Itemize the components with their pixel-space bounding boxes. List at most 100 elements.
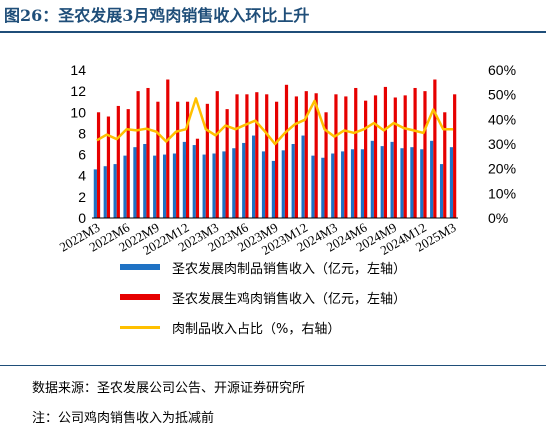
- bar-products: [341, 151, 345, 218]
- bar-products: [222, 151, 226, 218]
- bar-products: [301, 135, 305, 218]
- bars: [93, 79, 457, 219]
- bar-products: [123, 155, 127, 218]
- y-right-tick-label: 10%: [488, 185, 516, 201]
- y-left-tick-label: 12: [70, 83, 86, 99]
- bar-raw-chicken: [433, 79, 437, 218]
- y-left-tick-label: 14: [70, 62, 86, 78]
- bar-raw-chicken: [205, 103, 209, 218]
- combo-chart: 0 2 4 6 8 10 12 14 0% 10% 20% 30% 40% 50% 60% 2022M32…: [57, 62, 516, 258]
- y-right-tick-label: 40%: [488, 111, 516, 127]
- bar-raw-chicken: [334, 94, 338, 218]
- title-divider: [0, 31, 546, 33]
- bar-raw-chicken: [393, 97, 397, 218]
- bar-raw-chicken: [284, 84, 289, 218]
- bar-raw-chicken: [354, 87, 358, 218]
- bar-products: [291, 144, 295, 218]
- legend-swatch-products: [120, 264, 160, 270]
- bar-raw-chicken: [136, 91, 140, 218]
- bar-raw-chicken: [423, 91, 427, 218]
- bar-products: [212, 153, 216, 218]
- bar-raw-chicken: [294, 96, 298, 218]
- x-axis: 2022M32022M62022M92022M122023M32023M6202…: [57, 217, 459, 258]
- y-right-tick-label: 60%: [488, 62, 516, 78]
- bar-raw-chicken: [324, 112, 328, 218]
- bar-raw-chicken: [275, 101, 279, 218]
- bar-products: [242, 142, 246, 218]
- bar-products: [192, 145, 196, 218]
- right-axis-labels: 0% 10% 20% 30% 40% 50% 60%: [488, 62, 516, 226]
- bar-products: [143, 144, 147, 218]
- source-note: 数据来源：圣农发展公司公告、开源证券研究所: [32, 381, 306, 396]
- bar-products: [252, 135, 256, 218]
- figure-title: 图26：圣农发展3月鸡肉销售收入环比上升: [4, 6, 310, 25]
- bar-products: [360, 149, 365, 218]
- bar-raw-chicken: [403, 95, 407, 218]
- y-left-tick-label: 10: [70, 104, 86, 120]
- bar-products: [380, 146, 384, 218]
- bar-products: [439, 164, 444, 218]
- bar-raw-chicken: [156, 101, 160, 218]
- bar-products: [420, 149, 424, 218]
- bar-raw-chicken: [255, 92, 259, 218]
- bar-raw-chicken: [166, 79, 170, 218]
- bar-raw-chicken: [373, 95, 378, 218]
- y-left-tick-label: 6: [78, 147, 86, 163]
- bar-raw-chicken: [195, 138, 200, 218]
- bar-products: [400, 148, 404, 218]
- y-right-tick-label: 30%: [488, 136, 516, 152]
- y-left-tick-label: 8: [78, 125, 86, 141]
- bar-raw-chicken: [443, 112, 447, 218]
- bar-products: [162, 154, 167, 218]
- bar-products: [172, 153, 177, 218]
- bar-raw-chicken: [245, 94, 249, 218]
- footer-divider: [0, 365, 546, 366]
- bar-raw-chicken: [453, 94, 457, 218]
- bar-products: [93, 169, 97, 218]
- bar-products: [182, 141, 186, 218]
- bar-products: [113, 164, 117, 218]
- bar-products: [311, 155, 315, 218]
- bar-raw-chicken: [314, 93, 318, 218]
- bar-raw-chicken: [185, 101, 190, 218]
- bar-raw-chicken: [413, 87, 417, 218]
- bar-products: [202, 154, 206, 218]
- bar-products: [232, 148, 236, 218]
- bar-raw-chicken: [116, 105, 120, 218]
- bar-products: [321, 157, 325, 218]
- y-left-tick-label: 2: [78, 189, 86, 205]
- footnote: 注：公司鸡肉销售收入为抵减前: [32, 411, 215, 426]
- bar-raw-chicken: [344, 96, 348, 218]
- y-left-tick-label: 4: [78, 168, 86, 184]
- bar-products: [103, 166, 107, 218]
- bar-raw-chicken: [225, 109, 229, 218]
- bar-raw-chicken: [215, 91, 219, 218]
- bar-products: [281, 150, 285, 218]
- bar-raw-chicken: [126, 109, 130, 218]
- legend-label-raw-chicken: 圣农发展生鸡肉销售收入（亿元，左轴）: [172, 292, 407, 307]
- ratio-line: [96, 97, 454, 146]
- bar-products: [370, 140, 374, 218]
- bar-raw-chicken: [146, 87, 150, 218]
- legend-swatch-ratio: [120, 326, 160, 329]
- y-right-tick-label: 0%: [488, 210, 508, 226]
- bar-raw-chicken: [96, 112, 101, 218]
- bar-raw-chicken: [304, 91, 308, 218]
- bar-products: [410, 147, 414, 218]
- bar-products: [430, 140, 434, 218]
- legend-label-products: 圣农发展肉制品销售收入（亿元，左轴）: [172, 262, 407, 277]
- bar-products: [449, 147, 454, 218]
- legend-swatch-raw-chicken: [120, 294, 160, 300]
- bar-products: [331, 153, 335, 218]
- bar-products: [390, 141, 394, 218]
- bar-raw-chicken: [235, 94, 239, 218]
- bar-products: [350, 149, 355, 218]
- y-left-tick-label: 0: [78, 210, 86, 226]
- y-right-tick-label: 50%: [488, 87, 516, 103]
- bar-raw-chicken: [383, 86, 388, 219]
- ratio-line-path: [96, 97, 454, 146]
- bar-products: [271, 160, 275, 218]
- bar-raw-chicken: [176, 101, 180, 218]
- bar-products: [153, 155, 157, 218]
- legend-label-ratio: 肉制品收入占比（%，右轴）: [172, 322, 341, 337]
